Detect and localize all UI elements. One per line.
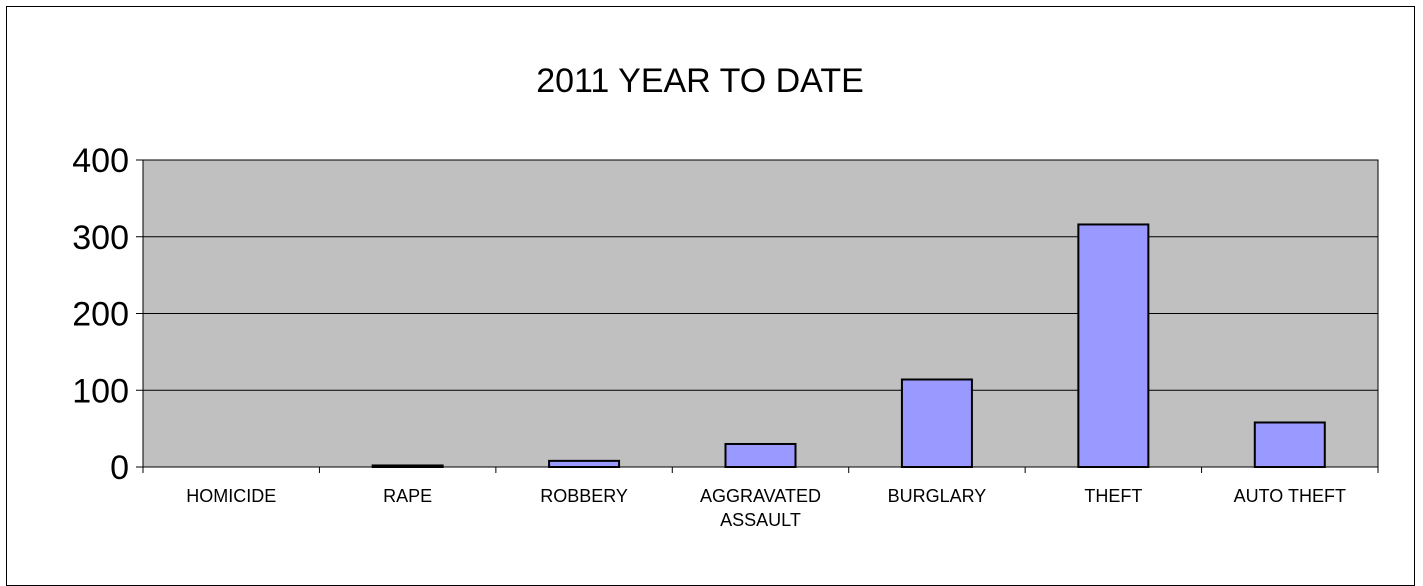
y-tick-label: 200	[72, 296, 129, 334]
y-tick-label: 300	[72, 219, 129, 257]
y-tick-label: 400	[72, 142, 129, 180]
y-tick-label: 0	[110, 449, 129, 487]
x-tick-label: RAPE	[383, 486, 432, 506]
bar-chart: 2011 YEAR TO DATE 0 100 200 300 400 HOMICIDE R…	[72, 62, 1379, 530]
x-tick-label: AGGRAVATED	[700, 486, 821, 506]
bar	[371, 464, 444, 468]
bar	[724, 442, 797, 469]
bar	[1253, 421, 1326, 468]
x-tick-label: AUTO THEFT	[1234, 486, 1346, 506]
bar	[900, 378, 973, 469]
bar	[1077, 223, 1150, 468]
x-tick-label: BURGLARY	[888, 486, 987, 506]
y-tick-label: 100	[72, 372, 129, 410]
plot-area: 0 100 200 300 400 HOMICIDE RAPE ROBBERY AGGRAVAT…	[72, 142, 1379, 530]
x-tick-label: ASSAULT	[720, 510, 801, 530]
chart-title: 2011 YEAR TO DATE	[536, 62, 864, 100]
bar	[548, 459, 621, 468]
x-tick-label: ROBBERY	[540, 486, 628, 506]
x-tick-label: THEFT	[1084, 486, 1142, 506]
x-tick-label: HOMICIDE	[186, 486, 276, 506]
